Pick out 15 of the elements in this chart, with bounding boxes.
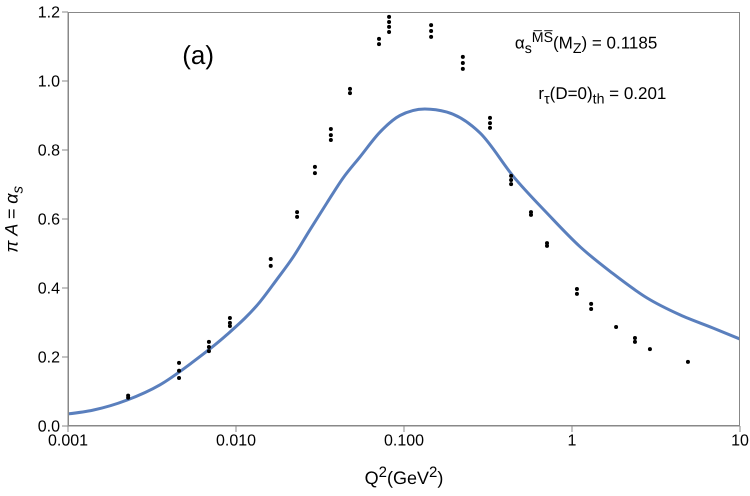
- annotation: r$_{τ}$(D=0)$_{th}$ = 0.201: [538, 84, 666, 108]
- y-tick-label: 1.2: [38, 4, 60, 22]
- y-tick-label: 0.6: [38, 212, 60, 229]
- annotation: α$_{s}$$^{M̅S̅}$(M$_{Z}$) = 0.1185: [514, 30, 658, 58]
- x-tick-label: 0.100: [384, 432, 424, 450]
- annotation: (a): [182, 40, 214, 71]
- y-tick-label: 0.2: [38, 350, 60, 367]
- y-tick-label: 0.4: [38, 280, 60, 298]
- y-tick-label: 0.8: [38, 142, 60, 160]
- x-tick-label: 0.010: [216, 432, 256, 450]
- x-axis-title: Q$^{2}$(GeV$^{2}$): [364, 464, 444, 489]
- x-tick-label: 0.001: [48, 432, 88, 450]
- x-tick-label: 10: [731, 432, 749, 450]
- y-tick-label: 1.0: [38, 74, 60, 91]
- x-tick-label: 1: [568, 432, 577, 450]
